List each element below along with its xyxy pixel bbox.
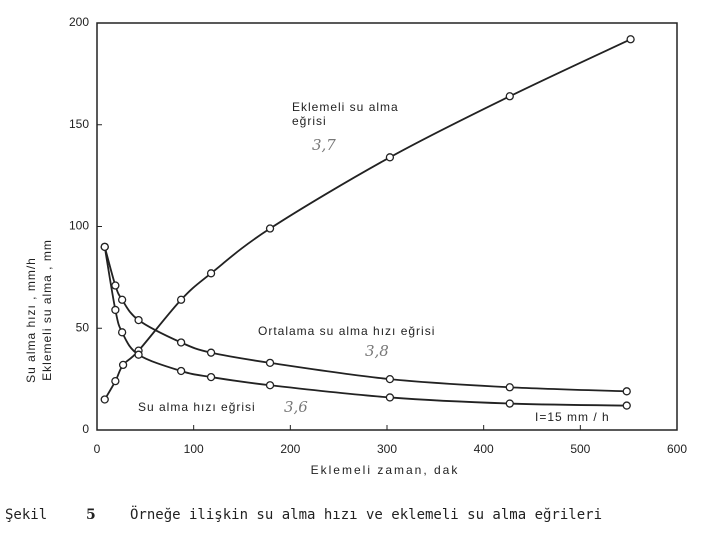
caption-text: Örneğe ilişkin su alma hızı ve eklemeli …	[130, 507, 603, 523]
series-label: Ortalama su alma hızı eğrisi	[258, 324, 436, 338]
y-tick-label: 150	[69, 117, 89, 131]
data-point	[385, 374, 395, 384]
y-tick-label: 100	[69, 219, 89, 233]
data-point	[111, 305, 120, 315]
handwritten-note: 3,7	[312, 136, 336, 154]
data-point	[118, 360, 128, 370]
data-point	[385, 153, 395, 162]
data-point	[505, 399, 514, 408]
data-point	[622, 401, 631, 410]
data-point	[111, 377, 120, 386]
x-tick-label: 100	[184, 442, 204, 456]
data-point	[206, 372, 216, 382]
data-point	[100, 242, 109, 252]
data-point	[385, 393, 395, 402]
annotation: I=15 mm / h	[535, 410, 610, 424]
data-point	[206, 348, 216, 357]
data-point	[117, 295, 127, 304]
data-point	[100, 395, 109, 404]
x-tick-label: 300	[377, 442, 397, 456]
data-point	[134, 350, 143, 359]
x-tick-label: 0	[94, 442, 101, 456]
y-tick-label: 0	[82, 422, 89, 436]
series-label: Su alma hızı eğrisi	[138, 400, 256, 414]
y-axis-label: Su alma hızı , mm/h	[24, 257, 38, 383]
data-point	[505, 92, 514, 101]
data-point	[265, 381, 275, 390]
data-point	[134, 315, 143, 325]
x-tick-label: 600	[667, 442, 687, 456]
data-point	[626, 35, 635, 44]
data-point	[176, 366, 186, 376]
x-tick-label: 200	[280, 442, 300, 456]
data-point	[265, 224, 275, 233]
data-point	[265, 358, 275, 367]
data-point	[206, 269, 216, 278]
y-axis-label: Eklemeli su alma , mm	[40, 239, 54, 381]
y-tick-label: 200	[69, 15, 89, 29]
x-axis-label: Eklemeli zaman, dak	[311, 463, 460, 477]
data-point	[176, 295, 186, 304]
data-point	[622, 387, 631, 396]
caption-number: 5	[86, 507, 96, 523]
handwritten-note: 3,8	[365, 342, 389, 360]
x-tick-label: 500	[570, 442, 590, 456]
data-point	[111, 281, 120, 290]
y-tick-label: 50	[76, 320, 90, 334]
data-point	[505, 383, 514, 392]
handwritten-note: 3,6	[284, 398, 308, 416]
data-point	[117, 328, 127, 337]
data-point	[176, 338, 186, 347]
x-tick-label: 400	[474, 442, 494, 456]
caption-label: Şekil	[5, 507, 48, 523]
series-label: Eklemeli su alma eğrisi	[292, 100, 399, 128]
